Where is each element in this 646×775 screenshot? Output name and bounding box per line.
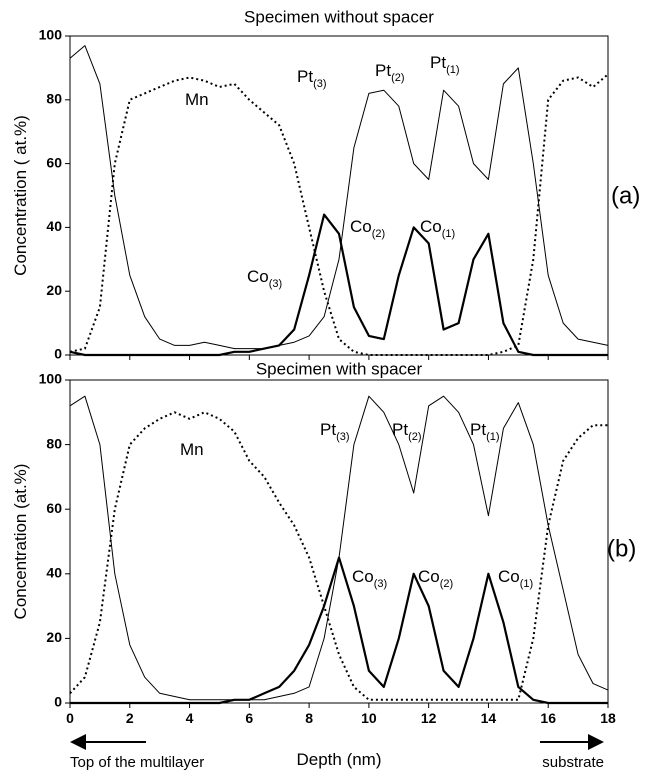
annotation-subscript: (2) xyxy=(391,72,404,84)
panel-label: (b) xyxy=(607,535,636,562)
annotation-text: Pt xyxy=(392,420,408,439)
y-axis-label: Concentration ( at.%) xyxy=(11,115,30,276)
y-tick-label: 40 xyxy=(46,565,62,581)
x-tick-label: 4 xyxy=(186,710,194,726)
axis-note: Top of the multilayer xyxy=(70,754,204,771)
y-tick-label: 100 xyxy=(39,371,63,387)
chart-title: Specimen with spacer xyxy=(256,359,423,378)
y-tick-label: 60 xyxy=(46,500,62,516)
annotation-subscript: (3) xyxy=(374,578,387,590)
annotation-text: Pt xyxy=(320,420,336,439)
x-tick-label: 8 xyxy=(305,710,313,726)
annotation: Co(1) xyxy=(420,217,455,240)
annotation-text: Pt xyxy=(297,67,313,86)
annotation-text: Pt xyxy=(470,420,486,439)
annotation-text: Mn xyxy=(185,90,209,109)
x-tick-label: 0 xyxy=(66,710,74,726)
annotation: Co(1) xyxy=(498,567,533,590)
annotation: Co(2) xyxy=(418,567,453,590)
series-line xyxy=(69,73,609,356)
annotation-text: Pt xyxy=(430,53,446,72)
x-tick-label: 16 xyxy=(540,710,556,726)
y-tick-label: 60 xyxy=(46,154,62,170)
annotation: Co(2) xyxy=(350,217,385,240)
annotation-subscript: (3) xyxy=(313,78,326,90)
annotation: Co(3) xyxy=(352,567,387,590)
x-axis-label: Depth (nm) xyxy=(296,750,381,769)
annotation-subscript: (2) xyxy=(440,578,453,590)
y-tick-label: 40 xyxy=(46,218,62,234)
annotation-subscript: (1) xyxy=(486,431,499,443)
annotation: Pt(3) xyxy=(320,420,350,443)
annotation-text: Co xyxy=(498,567,520,586)
x-tick-label: 12 xyxy=(421,710,437,726)
panel-label: (a) xyxy=(611,182,640,209)
y-tick-label: 100 xyxy=(39,27,63,43)
annotation-text: Co xyxy=(352,567,374,586)
chart-title: Specimen without spacer xyxy=(244,7,434,26)
y-tick-label: 80 xyxy=(46,435,62,451)
plot-frame xyxy=(69,379,609,704)
y-axis-label: Concentration (at.%) xyxy=(11,464,30,620)
axis-note: substrate xyxy=(542,754,604,771)
y-tick-label: 20 xyxy=(46,282,62,298)
annotation-subscript: (2) xyxy=(408,431,421,443)
annotation: Pt(1) xyxy=(470,420,500,443)
annotation-text: Co xyxy=(247,267,269,286)
y-tick-label: 0 xyxy=(54,694,62,710)
series-line xyxy=(70,556,608,705)
annotation: Pt(3) xyxy=(297,67,327,90)
annotation-text: Co xyxy=(420,217,442,236)
annotation: Co(3) xyxy=(247,267,282,290)
x-tick-label: 2 xyxy=(126,710,134,726)
annotation: Mn xyxy=(180,440,204,459)
y-tick-label: 0 xyxy=(54,346,62,362)
annotation: Pt(2) xyxy=(375,61,405,84)
y-tick-label: 80 xyxy=(46,91,62,107)
annotation-subscript: (1) xyxy=(442,228,455,240)
annotation-text: Co xyxy=(418,567,440,586)
annotation: Pt(1) xyxy=(430,53,460,76)
series-line xyxy=(69,45,609,350)
annotation-subscript: (1) xyxy=(520,578,533,590)
annotation-subscript: (1) xyxy=(446,64,459,76)
annotation-text: Co xyxy=(350,217,372,236)
x-tick-label: 10 xyxy=(361,710,377,726)
annotation-text: Mn xyxy=(180,440,204,459)
annotation-subscript: (2) xyxy=(372,228,385,240)
annotation-subscript: (3) xyxy=(269,278,282,290)
annotation: Mn xyxy=(185,90,209,109)
annotation-subscript: (3) xyxy=(336,431,349,443)
plot-frame xyxy=(69,35,609,356)
x-tick-label: 6 xyxy=(245,710,253,726)
annotation: Pt(2) xyxy=(392,420,422,443)
y-tick-label: 20 xyxy=(46,629,62,645)
series-line xyxy=(69,213,608,357)
x-tick-label: 18 xyxy=(600,710,616,726)
annotation-text: Pt xyxy=(375,61,391,80)
x-tick-label: 14 xyxy=(481,710,497,726)
